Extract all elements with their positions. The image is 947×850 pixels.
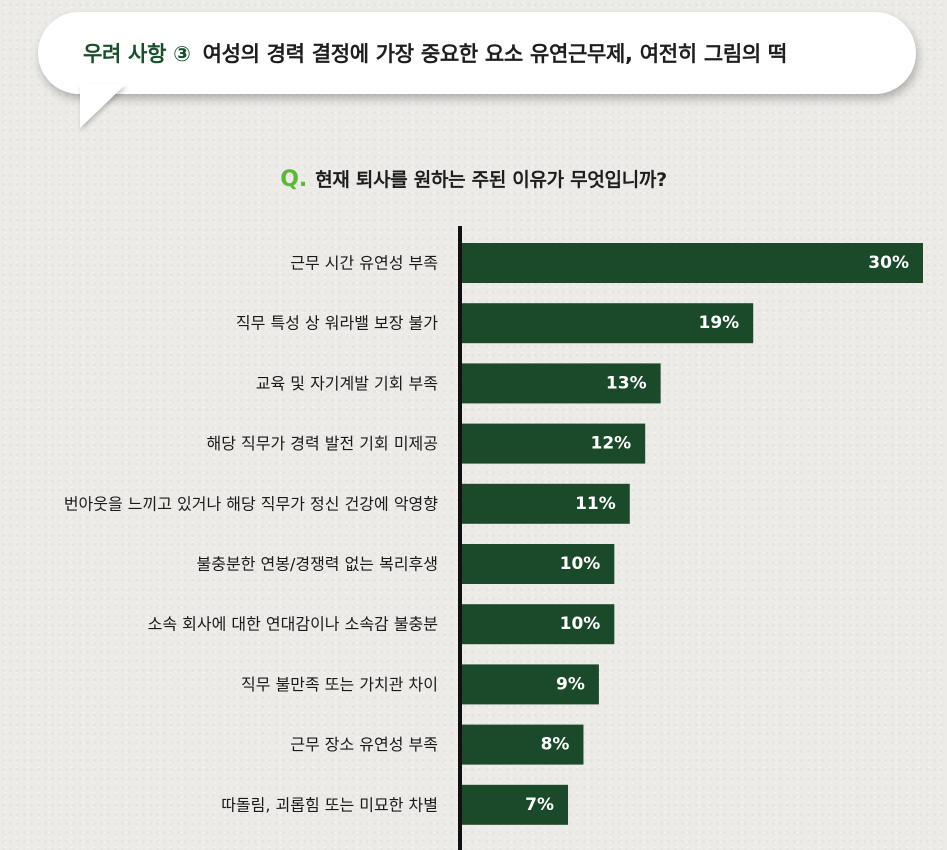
- bar-2: [460, 303, 754, 344]
- bar-3: [460, 363, 661, 404]
- category-label-4: 해당 직무가 경력 발전 기회 미제공: [206, 434, 438, 453]
- bar-7: [460, 604, 615, 645]
- value-label-9: 8%: [541, 735, 570, 755]
- question-text: 현재 퇴사를 원하는 주된 이유가 무엇입니까?: [315, 169, 667, 191]
- category-label-6: 불충분한 연봉/경쟁력 없는 복리후생: [197, 555, 438, 574]
- question-line: Q. 현재 퇴사를 원하는 주된 이유가 무엇입니까?: [0, 165, 947, 192]
- question-mark-label: Q.: [280, 167, 308, 192]
- value-label-8: 9%: [556, 674, 585, 694]
- category-label-3: 교육 및 자기계발 기회 부족: [256, 374, 438, 393]
- value-label-5: 11%: [575, 494, 616, 514]
- value-label-7: 10%: [560, 614, 601, 634]
- category-label-10: 따돌림, 괴롭힘 또는 미묘한 차별: [221, 795, 438, 814]
- bar-9: [460, 724, 584, 765]
- category-label-8: 직무 불만족 또는 가치관 차이: [241, 675, 438, 694]
- value-label-3: 13%: [606, 373, 647, 393]
- category-label-2: 직무 특성 상 워라밸 보장 불가: [236, 314, 438, 333]
- bar-4: [460, 423, 646, 464]
- value-label-6: 10%: [560, 554, 601, 574]
- category-label-5: 번아웃을 느끼고 있거나 해당 직무가 정신 건강에 악영향: [64, 494, 438, 513]
- category-label-7: 소속 회사에 대한 연대감이나 소속감 불충분: [148, 615, 438, 634]
- value-label-2: 19%: [699, 313, 740, 333]
- speech-bubble-tail: [80, 84, 126, 128]
- bar-5: [460, 483, 630, 524]
- bar-10: [460, 784, 569, 825]
- bar-1: [460, 243, 923, 283]
- headline-prefix: 우려 사항 ③: [83, 42, 191, 66]
- category-label-1: 근무 시간 유연성 부족: [290, 254, 438, 273]
- headline-bubble: 우려 사항 ③ 여성의 경력 결정에 가장 중요한 요소 유연근무제, 여전히 …: [38, 12, 916, 94]
- value-label-10: 7%: [525, 795, 554, 815]
- headline-text: 여성의 경력 결정에 가장 중요한 요소 유연근무제, 여전히 그림의 떡: [202, 42, 788, 66]
- category-label-9: 근무 장소 유연성 부족: [290, 735, 438, 754]
- bar-group: 근무 시간 유연성 부족 30% 직무 특성 상 워라밸 보장 불가 19% 교육 및 …: [64, 243, 923, 825]
- value-label-4: 12%: [590, 434, 631, 454]
- bar-6: [460, 544, 615, 584]
- value-label-1: 30%: [868, 253, 909, 273]
- bar-8: [460, 664, 599, 705]
